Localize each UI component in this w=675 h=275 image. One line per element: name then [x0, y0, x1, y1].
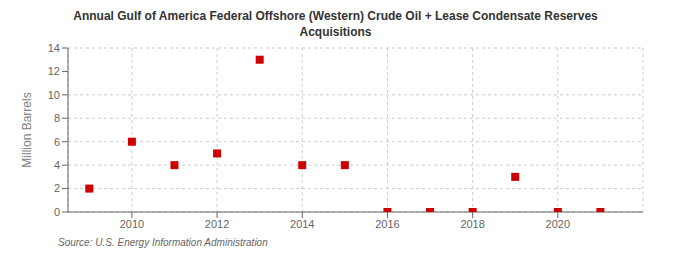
svg-text:2020: 2020: [546, 218, 570, 230]
svg-text:8: 8: [54, 112, 60, 124]
svg-text:2018: 2018: [460, 218, 484, 230]
svg-text:10: 10: [48, 89, 60, 101]
svg-text:12: 12: [48, 65, 60, 77]
svg-text:2014: 2014: [290, 218, 314, 230]
html-text:Acquisitions: Acquisitions: [299, 25, 372, 39]
svg-text:Million Barrels: Million Barrels: [20, 92, 34, 167]
svg-text:2: 2: [54, 182, 60, 194]
svg-text:2016: 2016: [375, 218, 399, 230]
svg-text:0: 0: [54, 206, 60, 218]
svg-text:2012: 2012: [205, 218, 229, 230]
svg-text:6: 6: [54, 136, 60, 148]
svg-text:14: 14: [48, 42, 60, 54]
html-text:Source: U.S. Energy Informatio: Source: U.S. Energy Information Administ…: [58, 237, 268, 248]
svg-text:2010: 2010: [120, 218, 144, 230]
html-text:Annual Gulf of America Federal: Annual Gulf of America Federal Offshore …: [73, 9, 598, 23]
svg-text:4: 4: [54, 159, 60, 171]
